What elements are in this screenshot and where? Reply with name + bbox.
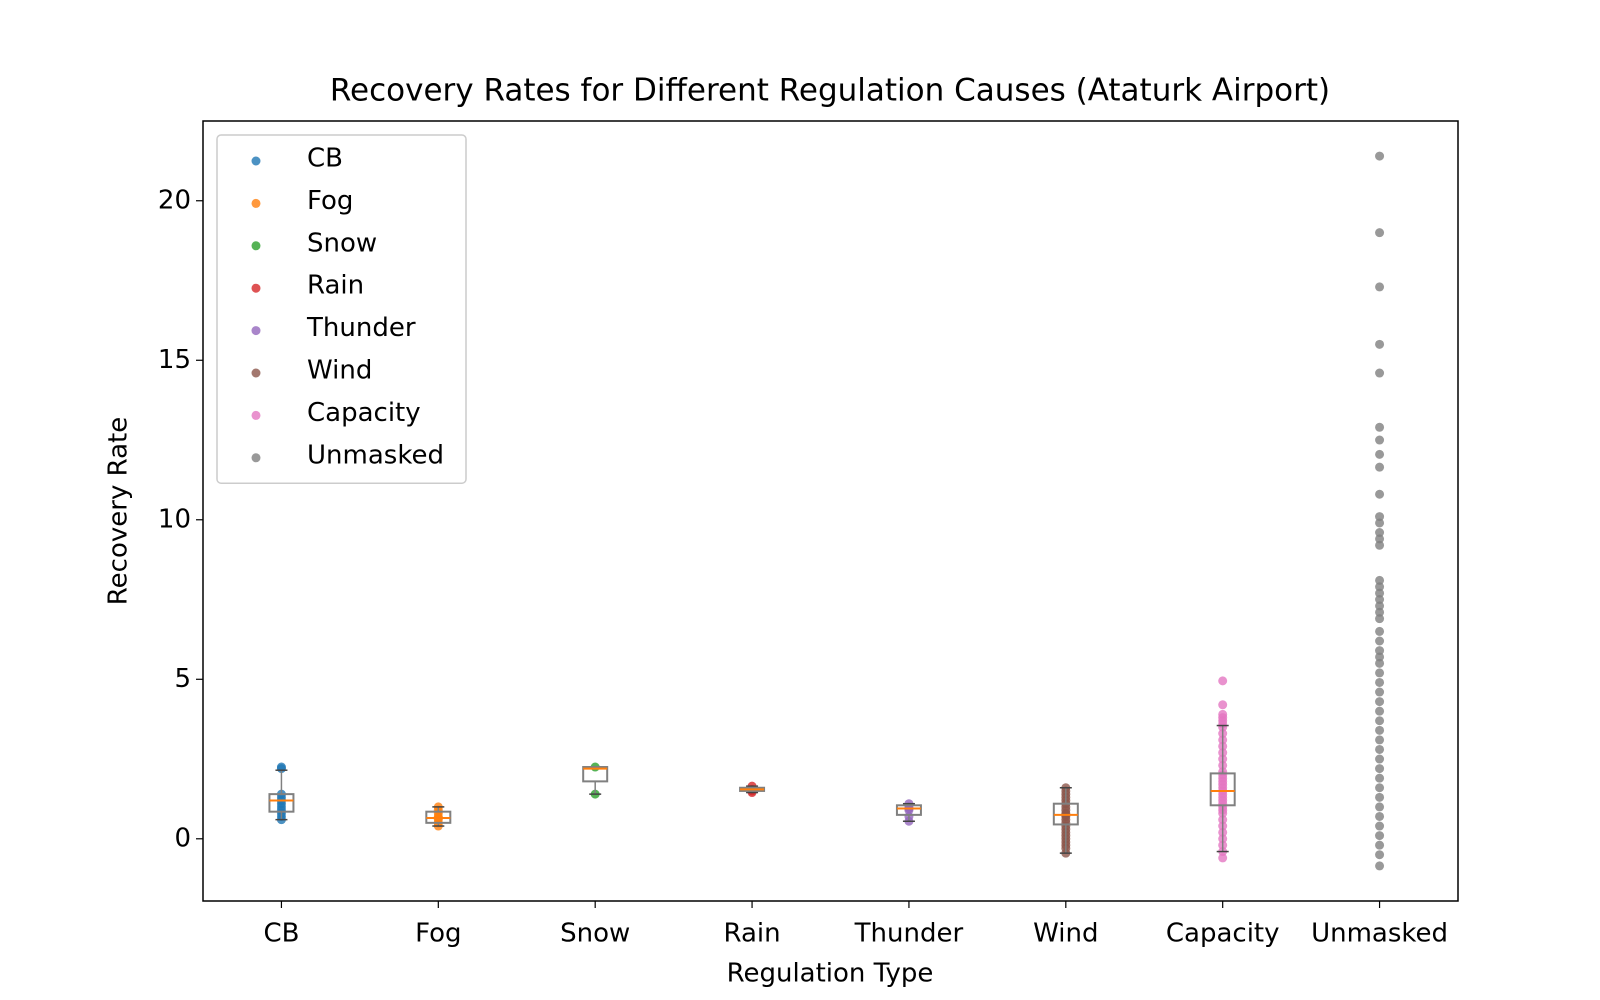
- data-point: [1375, 449, 1385, 459]
- data-point: [1375, 652, 1385, 662]
- data-point: [1375, 850, 1385, 860]
- data-point: [1375, 636, 1385, 646]
- legend-marker: [251, 198, 261, 208]
- legend-label: Capacity: [307, 398, 421, 428]
- data-point: [1375, 754, 1385, 764]
- data-point: [1375, 811, 1385, 821]
- data-point: [1375, 282, 1385, 292]
- data-point: [1375, 668, 1385, 678]
- legend-marker: [251, 326, 261, 336]
- legend-marker: [251, 283, 261, 293]
- x-tick-label: Thunder: [854, 919, 964, 949]
- data-point: [1375, 861, 1385, 871]
- legend-marker: [251, 156, 261, 166]
- data-point: [1375, 773, 1385, 783]
- x-tick-label: Snow: [560, 919, 630, 949]
- data-point: [1375, 764, 1385, 774]
- data-point: [1375, 228, 1385, 238]
- data-point: [1375, 462, 1385, 472]
- data-point: [1375, 534, 1385, 544]
- legend-box: [216, 134, 467, 484]
- data-point: [1375, 706, 1385, 716]
- x-axis-label: Regulation Type: [727, 959, 934, 989]
- data-point: [1375, 339, 1385, 349]
- legend-label: Snow: [307, 228, 377, 258]
- legend-marker: [251, 241, 261, 251]
- legend-label: Thunder: [306, 313, 416, 343]
- chart-title: Recovery Rates for Different Regulation …: [330, 73, 1330, 109]
- x-tick-label: Capacity: [1166, 919, 1280, 949]
- data-point: [1375, 687, 1385, 697]
- data-point: [1375, 677, 1385, 687]
- data-point: [1375, 792, 1385, 802]
- data-point: [1218, 676, 1228, 686]
- y-tick-label: 5: [174, 664, 191, 694]
- data-point: [1375, 821, 1385, 831]
- y-tick-label: 15: [158, 345, 191, 375]
- data-point: [1375, 783, 1385, 793]
- data-point: [1375, 725, 1385, 735]
- data-point: [1375, 575, 1385, 585]
- data-point: [1218, 700, 1228, 710]
- y-tick-label: 0: [174, 823, 191, 853]
- data-point: [1375, 601, 1385, 611]
- data-point: [1375, 151, 1385, 161]
- legend-marker: [251, 368, 261, 378]
- data-point: [1375, 518, 1385, 528]
- legend-label: Rain: [307, 271, 364, 301]
- box: [268, 793, 295, 813]
- x-tick-label: Rain: [723, 919, 780, 949]
- data-point: [1375, 697, 1385, 707]
- data-point: [1375, 716, 1385, 726]
- data-point: [1218, 853, 1228, 863]
- data-point: [1375, 744, 1385, 754]
- x-tick-label: Fog: [415, 919, 461, 949]
- legend-label: CB: [307, 144, 343, 174]
- x-tick-label: Wind: [1033, 919, 1098, 949]
- y-axis-label: Recovery Rate: [104, 417, 134, 605]
- data-point: [1375, 588, 1385, 598]
- data-point: [1375, 435, 1385, 445]
- data-point: [1375, 607, 1385, 617]
- data-point: [1375, 528, 1385, 538]
- data-point: [1375, 626, 1385, 636]
- plot-frame: [202, 120, 1459, 902]
- legend-marker: [251, 453, 261, 463]
- box: [582, 766, 609, 783]
- data-point: [1375, 735, 1385, 745]
- data-point: [1375, 831, 1385, 841]
- data-point: [1375, 840, 1385, 850]
- data-point: [1375, 658, 1385, 668]
- data-point: [1375, 489, 1385, 499]
- legend-label: Fog: [307, 186, 353, 216]
- data-point: [1375, 512, 1385, 522]
- data-point: [1375, 802, 1385, 812]
- legend-label: Wind: [307, 356, 372, 386]
- data-point: [1375, 540, 1385, 550]
- legend-marker: [251, 410, 261, 420]
- x-tick-label: Unmasked: [1311, 919, 1448, 949]
- box: [1209, 772, 1236, 807]
- data-point: [1375, 368, 1385, 378]
- legend-label: Unmasked: [307, 440, 444, 470]
- data-point: [1375, 646, 1385, 656]
- y-tick-label: 10: [158, 504, 191, 534]
- data-point: [1375, 595, 1385, 605]
- data-point: [1375, 614, 1385, 624]
- x-tick-label: CB: [263, 919, 299, 949]
- box: [895, 804, 922, 816]
- data-point: [1375, 582, 1385, 592]
- data-point: [1375, 422, 1385, 432]
- y-tick-label: 20: [158, 185, 191, 215]
